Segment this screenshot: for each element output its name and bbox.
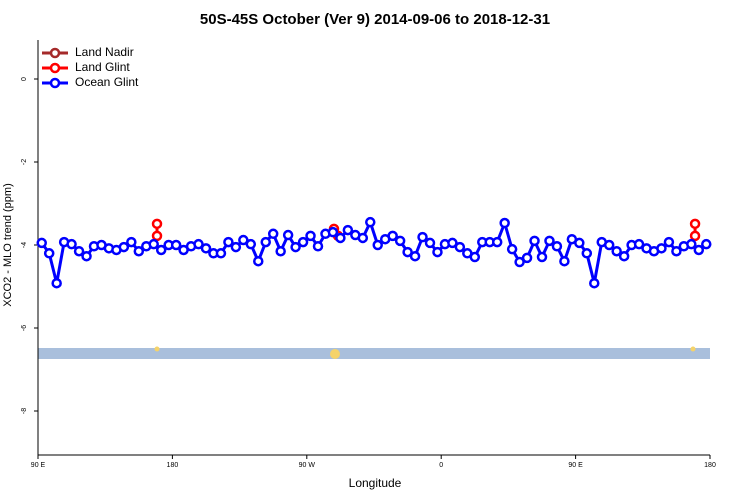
point [73,245,85,257]
point [693,244,705,256]
x-tick-label: 0 [439,462,443,469]
legend-label: Land Glint [75,60,130,74]
point [559,255,570,267]
point [170,239,182,251]
point [193,238,204,250]
x-tick-label: 180 [704,462,716,469]
y-tick-label: -2 [21,159,28,165]
point [633,238,645,250]
marker-dot [690,346,696,352]
x-tick-label: 90 E [568,462,583,469]
point [544,235,555,247]
point [365,216,376,228]
point [372,239,383,251]
point [574,237,585,249]
legend-label: Land Nadir [75,45,134,59]
y-tick-label: -6 [21,325,28,331]
point [417,231,428,243]
point [327,226,339,238]
point [581,248,593,259]
y-tick-label: 0 [21,77,28,81]
legend-marker [49,77,61,89]
legend-marker [49,47,61,59]
legend-marker [49,62,61,74]
point [409,250,421,262]
point [155,244,167,256]
point [656,243,667,254]
point [387,230,398,242]
point [454,241,466,253]
x-tick-label: 90 E [31,462,46,469]
chart-title: 50S-45S October (Ver 9) 2014-09-06 to 20… [200,11,550,28]
point [282,229,294,241]
point [260,236,271,248]
point [611,245,622,257]
point [551,241,563,252]
point [267,228,279,240]
point [402,246,413,258]
point [689,218,701,230]
point [200,243,212,254]
point [151,230,163,242]
point [514,256,525,268]
point [335,232,346,244]
point [432,246,443,258]
point [312,241,324,252]
point [118,241,130,253]
point [133,245,145,257]
x-tick-label: 90 W [299,462,316,469]
y-axis-label: XCO2 - MLO trend (ppm) [2,183,14,306]
point [223,236,234,248]
y-tick-label: -8 [21,408,28,414]
point [43,248,55,259]
x-axis-label: Longitude [349,476,402,490]
point [686,238,697,250]
point [66,238,77,250]
point [51,277,62,289]
marker-dot [154,346,160,352]
point [151,218,163,230]
point [297,236,309,248]
point [701,238,712,250]
point [618,250,630,262]
point [394,235,406,247]
point [671,245,682,257]
point [447,237,458,249]
point [506,243,518,255]
x-tick-label: 180 [167,462,179,469]
point [521,252,533,264]
point [253,255,264,267]
point [536,251,548,263]
surface-band [38,348,710,359]
point [81,250,92,262]
point [36,237,47,249]
point [603,239,615,251]
point [469,251,481,263]
point [230,241,242,253]
marker-dot [330,349,340,359]
point [148,238,159,250]
legend-label: Ocean Glint [75,75,139,89]
point [689,230,701,242]
point [215,248,227,259]
point [357,232,369,244]
point [305,230,316,242]
point [245,238,257,250]
point [529,235,540,247]
point [126,236,137,248]
point [275,245,286,257]
point [499,217,510,229]
point [424,237,436,249]
point [589,277,600,289]
point [663,236,675,248]
y-tick-label: -4 [21,242,28,248]
point [238,234,249,246]
point [342,224,354,236]
point [491,236,503,248]
point [290,241,301,253]
